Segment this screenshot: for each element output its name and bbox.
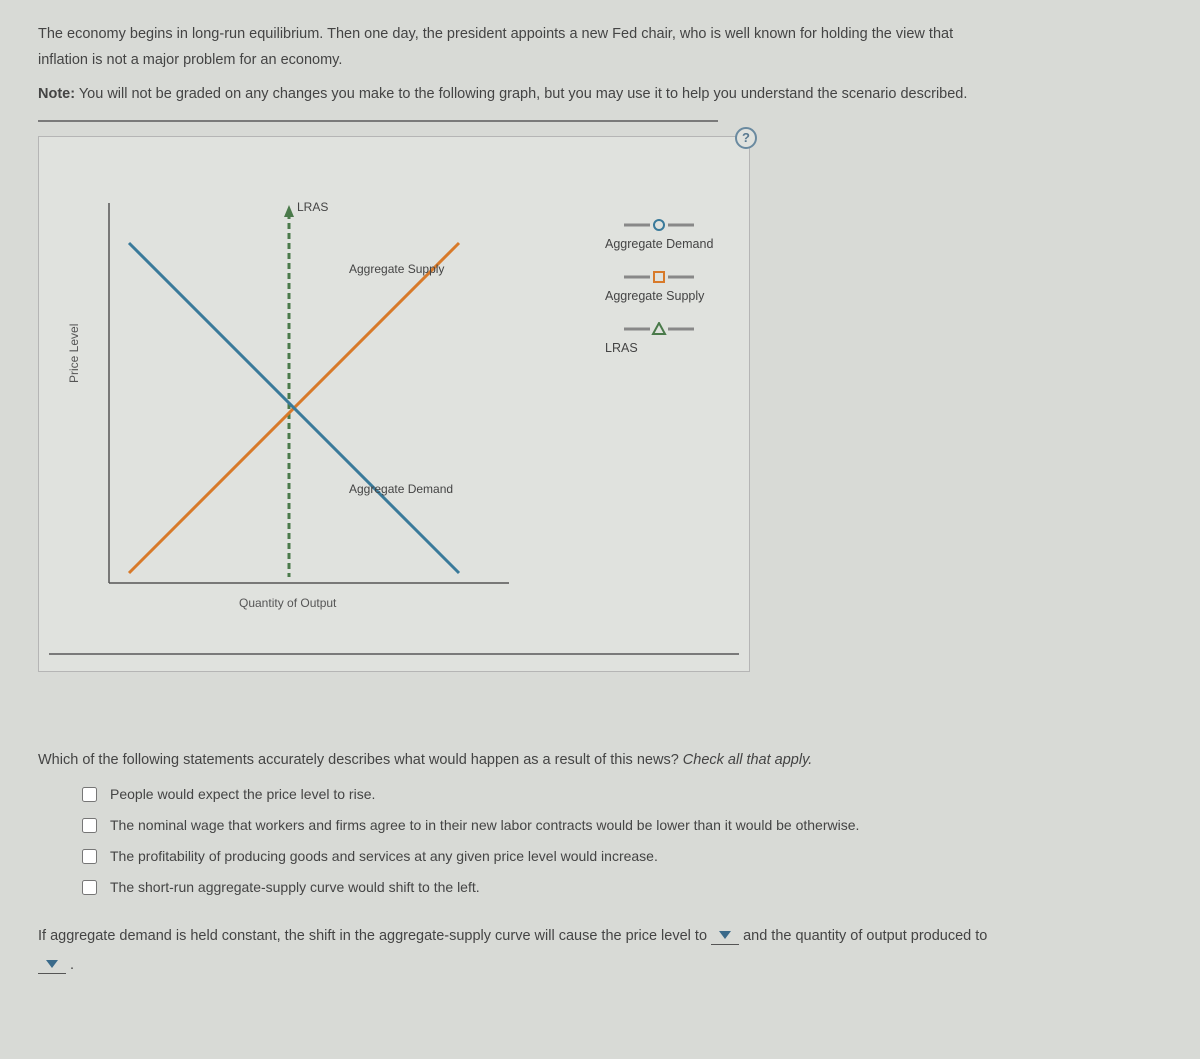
note-text: You will not be graded on any changes yo… <box>75 86 967 102</box>
legend-item-ad[interactable]: Aggregate Demand <box>579 217 739 251</box>
option-3[interactable]: The profitability of producing goods and… <box>78 848 1170 867</box>
intro-line-1: The economy begins in long-run equilibri… <box>38 24 1170 46</box>
checkbox-3[interactable] <box>82 849 97 864</box>
intro-line-2: inflation is not a major problem for an … <box>38 50 1170 72</box>
question-hint: Check all that apply. <box>683 752 813 768</box>
svg-text:Aggregate Demand: Aggregate Demand <box>349 482 453 496</box>
legend: Aggregate Demand Aggregate Supply LRAS <box>579 217 739 373</box>
chevron-down-icon <box>46 960 58 968</box>
page-root: The economy begins in long-run equilibri… <box>0 0 1200 1004</box>
graph-panel-wrap: ? Price Level LRASAggregate SupplyAggreg… <box>38 136 758 672</box>
options-list: People would expect the price level to r… <box>78 786 1170 898</box>
legend-symbol-square <box>579 269 739 285</box>
checkbox-1[interactable] <box>82 787 97 802</box>
y-axis-label: Price Level <box>67 323 81 382</box>
question-stem: Which of the following statements accura… <box>38 752 1170 768</box>
dropdown-price-level[interactable] <box>711 927 739 945</box>
dropdown-output[interactable] <box>38 956 66 974</box>
svg-text:LRAS: LRAS <box>297 200 328 214</box>
option-4-text: The short-run aggregate-supply curve wou… <box>110 879 480 895</box>
legend-symbol-triangle <box>579 321 739 337</box>
intro-text: The economy begins in long-run equilibri… <box>38 24 1170 72</box>
note-line: Note: You will not be graded on any chan… <box>38 86 1170 102</box>
legend-label-lras: LRAS <box>579 341 739 355</box>
legend-symbol-circle <box>579 217 739 233</box>
legend-item-lras[interactable]: LRAS <box>579 321 739 355</box>
svg-text:Aggregate Supply: Aggregate Supply <box>349 262 444 276</box>
option-1[interactable]: People would expect the price level to r… <box>78 786 1170 805</box>
chevron-down-icon <box>719 931 731 939</box>
checkbox-4[interactable] <box>82 880 97 895</box>
option-2-text: The nominal wage that workers and firms … <box>110 817 859 833</box>
divider-panel-bottom <box>49 653 739 655</box>
chart-svg: LRAS Aggregate Supply Aggregate Demand Quan… <box>69 183 549 623</box>
legend-item-as[interactable]: Aggregate Supply <box>579 269 739 303</box>
option-4[interactable]: The short-run aggregate-supply curve wou… <box>78 879 1170 898</box>
note-label: Note: <box>38 86 75 102</box>
help-icon[interactable]: ? <box>735 127 757 149</box>
option-2[interactable]: The nominal wage that workers and firms … <box>78 817 1170 836</box>
option-1-text: People would expect the price level to r… <box>110 786 375 802</box>
legend-label-as: Aggregate Supply <box>579 289 739 303</box>
graph-panel: ? Price Level LRASAggregate SupplyAggreg… <box>38 136 750 672</box>
option-3-text: The profitability of producing goods and… <box>110 848 658 864</box>
svg-text:Quantity of Output: Quantity of Output <box>239 596 337 610</box>
chart-area[interactable]: Price Level LRAS Aggregate Supply Aggregat… <box>69 183 549 623</box>
checkbox-2[interactable] <box>82 818 97 833</box>
fill-sentence: If aggregate demand is held constant, th… <box>38 922 1170 980</box>
divider-top <box>38 120 718 122</box>
legend-label-ad: Aggregate Demand <box>579 237 739 251</box>
